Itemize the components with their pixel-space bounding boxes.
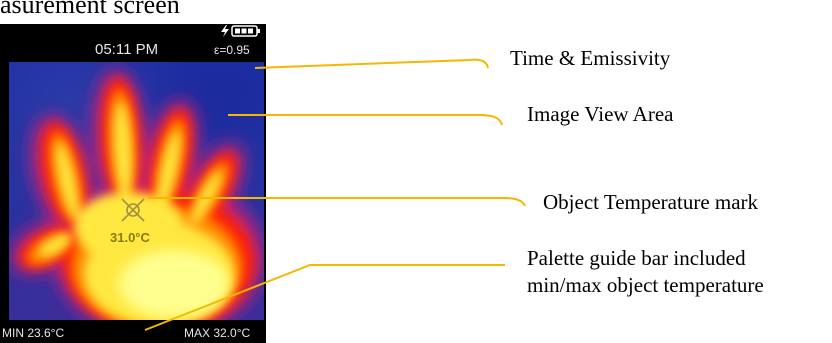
callout-label-image-view: Image View Area xyxy=(527,102,674,126)
charging-bolt-icon xyxy=(221,25,229,37)
callout-line-palette xyxy=(144,264,505,331)
callout-label-palette-line1: Palette guide bar included xyxy=(527,246,746,270)
thermal-camera-screen: 05:11 PM ε=0.95 xyxy=(0,24,266,343)
callout-label-palette-line2: min/max object temperature xyxy=(527,273,764,297)
object-temperature-reading: 31.0°C xyxy=(110,230,150,245)
callout-label-palette-bar: Palette guide bar included min/max objec… xyxy=(527,245,764,299)
callout-label-object-mark: Object Temperature mark xyxy=(543,190,759,214)
callout-line-object xyxy=(148,197,526,207)
charging-battery-icon xyxy=(221,25,260,37)
callout-line-time xyxy=(254,58,489,69)
crosshair-target-icon xyxy=(121,198,145,222)
image-view-area xyxy=(9,62,264,320)
battery-icon xyxy=(231,25,258,37)
callout-line-view xyxy=(228,114,503,126)
max-temperature: MAX 32.0°C xyxy=(184,326,251,340)
page-heading: asurement screen xyxy=(0,0,180,19)
palette-guide-bar: MIN 23.6°C MAX 32.0°C xyxy=(0,320,266,343)
callout-label-time-emissivity: Time & Emissivity xyxy=(510,46,671,70)
thermal-hand-image xyxy=(10,69,264,320)
emissivity-display: ε=0.95 xyxy=(214,43,250,57)
min-temperature: MIN 23.6°C xyxy=(2,326,65,340)
status-bar: 05:11 PM ε=0.95 xyxy=(0,24,266,62)
time-display: 05:11 PM xyxy=(95,41,159,58)
